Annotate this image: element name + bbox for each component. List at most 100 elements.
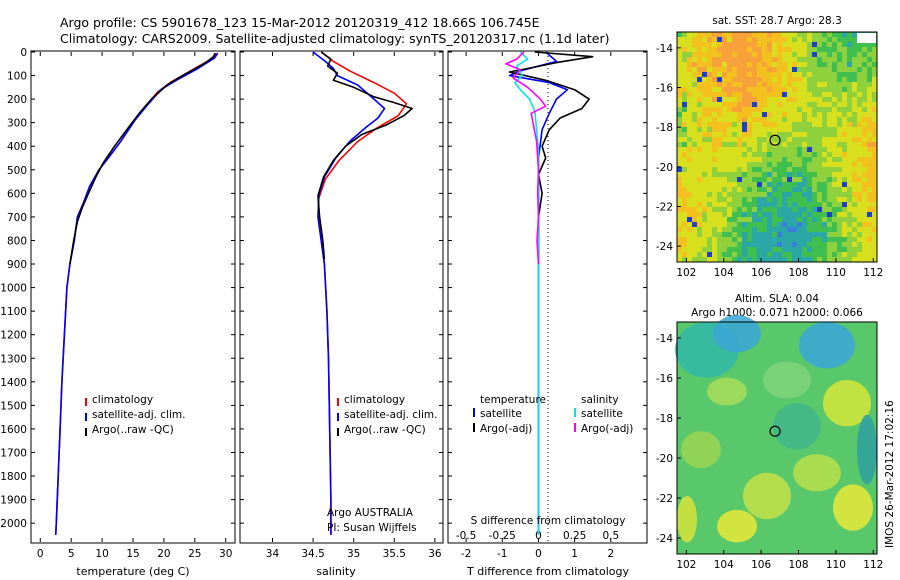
sst-cell — [787, 102, 793, 108]
sst-cell — [697, 252, 703, 258]
sst-cell — [812, 227, 818, 233]
sst-cell — [767, 167, 773, 173]
sst-cell — [692, 117, 698, 123]
sst-cell — [862, 57, 868, 63]
sst-cell — [827, 222, 833, 228]
sst-cell — [777, 197, 783, 203]
diff-legend-targo: Argo(-adj) — [480, 423, 532, 435]
sst-cell — [857, 237, 863, 243]
sst-cell — [757, 197, 763, 203]
sst-cell — [782, 87, 788, 93]
sst-cell — [847, 102, 853, 108]
sst-cell — [812, 242, 818, 248]
sst-cell — [782, 162, 788, 168]
sst-cell — [837, 102, 843, 108]
sst-cell — [682, 52, 688, 58]
sst-cell — [767, 252, 773, 258]
sst-cell — [817, 217, 823, 223]
sst-cell — [812, 72, 818, 78]
sst-cell — [852, 252, 858, 258]
sst-cell — [802, 97, 808, 103]
sst-cell — [812, 77, 818, 83]
sst-cell — [792, 147, 798, 153]
sst-cell — [772, 122, 778, 128]
sst-cell — [792, 57, 798, 63]
sst-cell — [702, 57, 708, 63]
sst-cell — [677, 97, 683, 103]
sst-cell — [692, 82, 698, 88]
sst-cell — [692, 87, 698, 93]
map-ytick-label: -22 — [656, 201, 673, 213]
sst-cell — [842, 117, 848, 123]
sst-cell — [742, 167, 748, 173]
sst-cell — [787, 167, 793, 173]
sst-cell — [777, 192, 783, 198]
sst-cell — [797, 132, 803, 138]
sst-cell — [832, 77, 838, 83]
sst-cell — [677, 227, 683, 233]
sst-cell — [777, 122, 783, 128]
sst-cell — [857, 252, 863, 258]
sst-cell — [802, 187, 808, 193]
sst-cell — [757, 97, 763, 103]
sst-cell — [692, 67, 698, 73]
sst-cell — [817, 52, 823, 58]
sst-cell — [867, 217, 873, 223]
sst-cell — [827, 182, 833, 188]
sst-cell — [747, 157, 753, 163]
sst-cell — [797, 242, 803, 248]
map-ytick-label: -18 — [656, 122, 673, 134]
sst-cell — [712, 82, 718, 88]
sst-cell — [802, 242, 808, 248]
sst-cell — [807, 62, 813, 68]
sst-cell — [867, 162, 873, 168]
sst-cell — [682, 237, 688, 243]
sst-cell — [822, 122, 828, 128]
sst-cell — [747, 57, 753, 63]
sst-cell — [782, 92, 788, 98]
sst-cell — [817, 122, 823, 128]
sst-cell — [807, 102, 813, 108]
sst-cell — [727, 177, 733, 183]
sst-cell — [792, 97, 798, 103]
sst-cell — [827, 47, 833, 53]
sst-cell — [827, 112, 833, 118]
sst-cell — [862, 82, 868, 88]
sst-cell — [852, 52, 858, 58]
sst-cell — [677, 257, 683, 263]
sst-cell — [837, 207, 843, 213]
sst-cell — [857, 257, 863, 263]
sst-cell — [727, 242, 733, 248]
sst-cell — [712, 212, 718, 218]
sst-cell — [737, 247, 743, 253]
sst-cell — [762, 107, 768, 113]
sst-cell — [792, 107, 798, 113]
sst-cell — [687, 162, 693, 168]
sst-cell — [842, 182, 848, 188]
sst-cell — [677, 37, 683, 43]
sst-cell — [802, 82, 808, 88]
sst-cell — [757, 232, 763, 238]
sst-cell — [742, 142, 748, 148]
sst-cell — [872, 192, 878, 198]
sst-cell — [722, 47, 728, 53]
xtick-label: -1 — [497, 548, 507, 560]
sst-cell — [737, 132, 743, 138]
sst-cell — [697, 247, 703, 253]
sst-cell — [827, 157, 833, 163]
sst-cell — [692, 42, 698, 48]
sst-cell — [867, 207, 873, 213]
sst-cell — [872, 102, 878, 108]
sst-cell — [772, 232, 778, 238]
sst-cell — [727, 142, 733, 148]
sst-cell — [687, 247, 693, 253]
sst-cell — [687, 242, 693, 248]
sst-cell — [727, 87, 733, 93]
sst-cell — [812, 232, 818, 238]
sst-cell — [687, 117, 693, 123]
sst-cell — [757, 237, 763, 243]
sst-cell — [727, 192, 733, 198]
sst-cell — [712, 32, 718, 38]
sst-cell — [747, 77, 753, 83]
sst-cell — [797, 212, 803, 218]
